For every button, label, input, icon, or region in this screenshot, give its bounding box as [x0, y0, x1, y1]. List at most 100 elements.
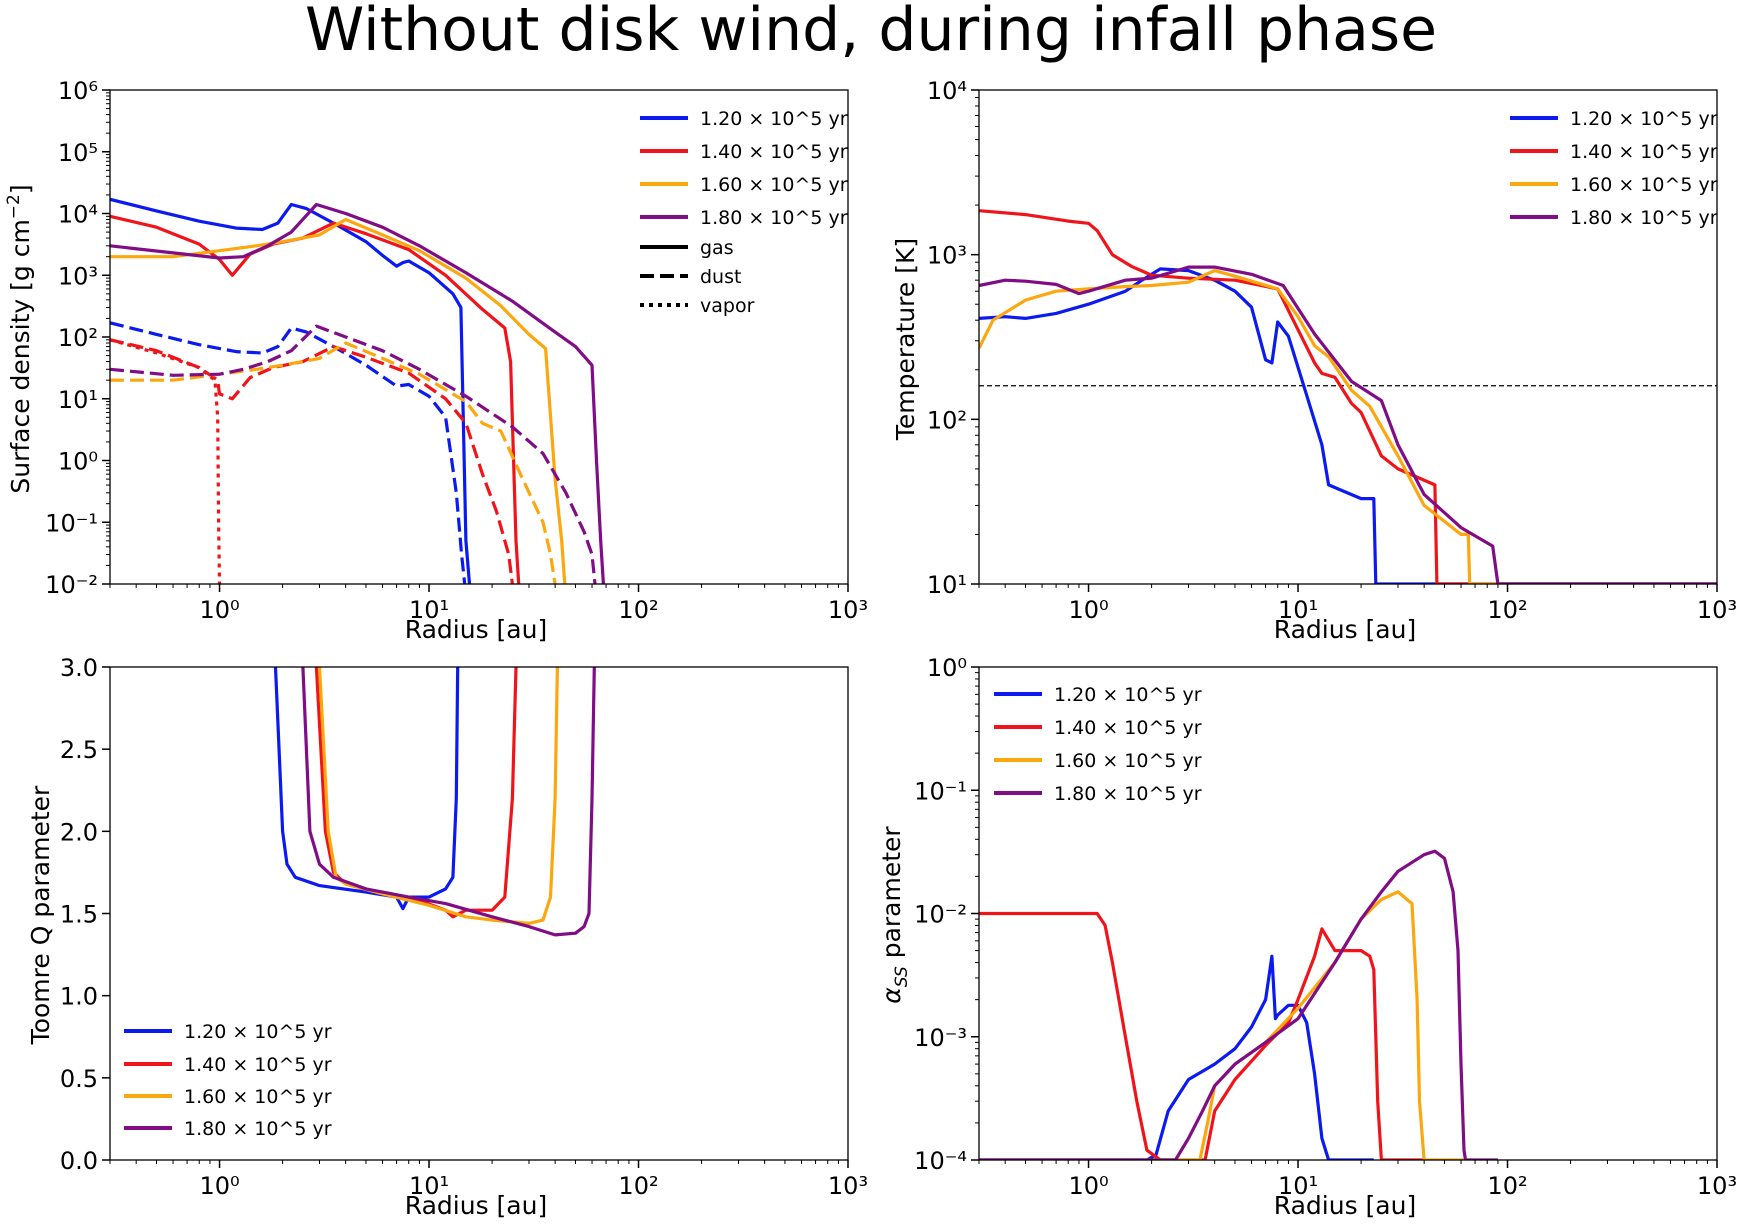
surface-density-series-line-gas [110, 214, 521, 584]
legend-entry-vapor: vapor [700, 295, 755, 317]
alpha-y-tick-label: 10⁻² [914, 901, 967, 929]
surface-density-y-tick-label: 10⁵ [58, 139, 98, 167]
surface-density-series-line-vapor [110, 338, 222, 584]
temperature-y-tick-label: 10¹ [927, 571, 967, 599]
temperature-series-line [979, 269, 1717, 584]
surface-density-y-tick-label: 10³ [58, 262, 98, 290]
surface-density-series-line-dust [110, 338, 514, 584]
legend-entry: 1.60 × 10^5 yr [184, 1086, 332, 1108]
alpha-x-tick-label: 10² [1487, 1172, 1527, 1200]
surface-density-x-tick-label: 10³ [828, 596, 868, 624]
surface-density-y-tick-label: 10⁻² [45, 571, 98, 599]
toomre-x-tick-label: 10¹ [409, 1172, 449, 1200]
toomre-y-tick-label: 1.5 [60, 901, 98, 929]
alpha-y-tick-label: 10⁻³ [914, 1024, 967, 1052]
temperature-y-tick-label: 10⁴ [927, 77, 967, 105]
toomre-series-line [301, 667, 596, 937]
surface-density-y-tick-label: 10⁰ [58, 448, 98, 476]
alpha-y-tick-label: 10⁰ [927, 654, 967, 682]
alpha-series-line [979, 890, 1464, 1160]
legend-entry: 1.20 × 10^5 yr [184, 1021, 332, 1043]
panel-temperature: 10⁰ 10¹ 10² 10³ 10¹ 10² 10³ 10⁴ Radius [au] Tem… [891, 77, 1737, 644]
legend-entry: 1.20 × 10^5 yr [700, 108, 848, 130]
toomre-x-tick-label: 10⁰ [199, 1172, 239, 1200]
alpha-series-line [979, 911, 1425, 1160]
toomre-x-tick-label: 10³ [828, 1172, 868, 1200]
temperature-plot-frame [978, 89, 1718, 585]
alpha-legend: 1.20 × 10^5 yr 1.40 × 10^5 yr 1.60 × 10^… [994, 684, 1202, 805]
surface-density-x-tick-label: 10² [618, 596, 658, 624]
surface-density-legend: 1.20 × 10^5 yr 1.40 × 10^5 yr 1.60 × 10^… [640, 108, 848, 317]
surface-density-y-tick-label: 10¹ [58, 386, 98, 414]
panel-toomre-q: 10⁰ 10¹ 10² 10³ 0.0 0.5 1.0 1.5 2.0 2.5 3.0 Radius… [26, 654, 868, 1220]
toomre-series-line [314, 667, 518, 919]
legend-entry: 1.40 × 10^5 yr [700, 141, 848, 163]
temperature-x-tick-label: 10³ [1697, 596, 1737, 624]
surface-density-series-line-dust [110, 321, 467, 584]
toomre-y-tick-label: 2.5 [60, 736, 98, 764]
surface-density-series-line-gas [110, 202, 605, 584]
temperature-ylabel: Temperature [K] [891, 238, 920, 441]
surface-density-y-tick-label: 10⁻¹ [45, 509, 98, 537]
toomre-x-tick-label: 10² [618, 1172, 658, 1200]
temperature-y-tick-label: 10³ [927, 242, 967, 270]
toomre-legend: 1.20 × 10^5 yr 1.40 × 10^5 yr 1.60 × 10^… [124, 1021, 332, 1140]
temperature-x-tick-label: 10² [1487, 596, 1527, 624]
temperature-x-tick-label: 10¹ [1278, 596, 1318, 624]
legend-entry: 1.20 × 10^5 yr [1054, 684, 1202, 706]
alpha-series-line [979, 954, 1374, 1160]
toomre-y-tick-label: 2.0 [60, 818, 98, 846]
toomre-xlabel: Radius [au] [405, 1191, 547, 1220]
alpha-y-tick-label: 10⁻⁴ [914, 1147, 967, 1175]
legend-entry: 1.40 × 10^5 yr [1054, 717, 1202, 739]
legend-entry: 1.80 × 10^5 yr [700, 207, 848, 229]
alpha-y-tick-label: 10⁻¹ [914, 777, 967, 805]
surface-density-x-tick-label: 10⁰ [199, 596, 239, 624]
temperature-xlabel: Radius [au] [1274, 615, 1416, 644]
figure-title: Without disk wind, during infall phase [305, 0, 1437, 65]
surface-density-ylabel: Surface density [g cm−2] [4, 184, 35, 493]
surface-density-x-tick-label: 10¹ [409, 596, 449, 624]
toomre-ylabel: Toomre Q parameter [26, 785, 55, 1045]
temperature-series-line [979, 267, 1717, 584]
legend-entry: 1.60 × 10^5 yr [700, 174, 848, 196]
surface-density-xlabel: Radius [au] [405, 615, 547, 644]
panel-alpha-ss: 10⁰ 10¹ 10² 10³ 10⁻⁴ 10⁻³ 10⁻² 10⁻¹ 10⁰ Radius [… [877, 654, 1737, 1220]
surface-density-plot-frame [109, 89, 849, 585]
surface-density-y-tick-label: 10⁶ [58, 77, 98, 105]
legend-entry: 1.40 × 10^5 yr [184, 1054, 332, 1076]
temperature-x-tick-label: 10⁰ [1068, 596, 1108, 624]
toomre-y-tick-label: 0.0 [60, 1147, 98, 1175]
toomre-series-line [273, 667, 460, 911]
alpha-xlabel: Radius [au] [1274, 1191, 1416, 1220]
legend-entry: 1.80 × 10^5 yr [1570, 207, 1718, 229]
legend-entry: 1.60 × 10^5 yr [1054, 750, 1202, 772]
temperature-legend: 1.20 × 10^5 yr 1.40 × 10^5 yr 1.60 × 10^… [1510, 108, 1718, 229]
toomre-plot-frame [109, 666, 849, 1161]
temperature-series-line [979, 265, 1717, 584]
legend-entry-dust: dust [700, 266, 741, 288]
alpha-plot-frame [978, 666, 1718, 1161]
alpha-ylabel: αSS parameter [877, 826, 912, 1004]
surface-density-series-line-gas [110, 197, 472, 584]
toomre-y-tick-label: 0.5 [60, 1065, 98, 1093]
legend-entry: 1.80 × 10^5 yr [1054, 783, 1202, 805]
legend-entry: 1.80 × 10^5 yr [184, 1118, 332, 1140]
alpha-x-tick-label: 10¹ [1278, 1172, 1318, 1200]
alpha-series-line [979, 849, 1498, 1160]
alpha-x-tick-label: 10³ [1697, 1172, 1737, 1200]
toomre-y-tick-label: 1.0 [60, 983, 98, 1011]
surface-density-y-tick-label: 10² [58, 324, 98, 352]
legend-entry: 1.60 × 10^5 yr [1570, 174, 1718, 196]
panel-surface-density: 10⁰ 10¹ 10² 10³ 10⁻² 10⁻¹ 10⁰ 10¹ 10² 10³ 10⁴ 10⁵ 10… [4, 77, 868, 644]
temperature-y-tick-label: 10² [927, 406, 967, 434]
toomre-y-tick-label: 3.0 [60, 654, 98, 682]
surface-density-series-line-dust [110, 324, 597, 584]
alpha-x-tick-label: 10⁰ [1068, 1172, 1108, 1200]
temperature-series-line [979, 209, 1717, 584]
surface-density-series-line-dust [110, 341, 557, 584]
surface-density-series-line-gas [110, 217, 567, 584]
legend-entry-gas: gas [700, 237, 734, 259]
surface-density-y-tick-label: 10⁴ [58, 201, 98, 229]
